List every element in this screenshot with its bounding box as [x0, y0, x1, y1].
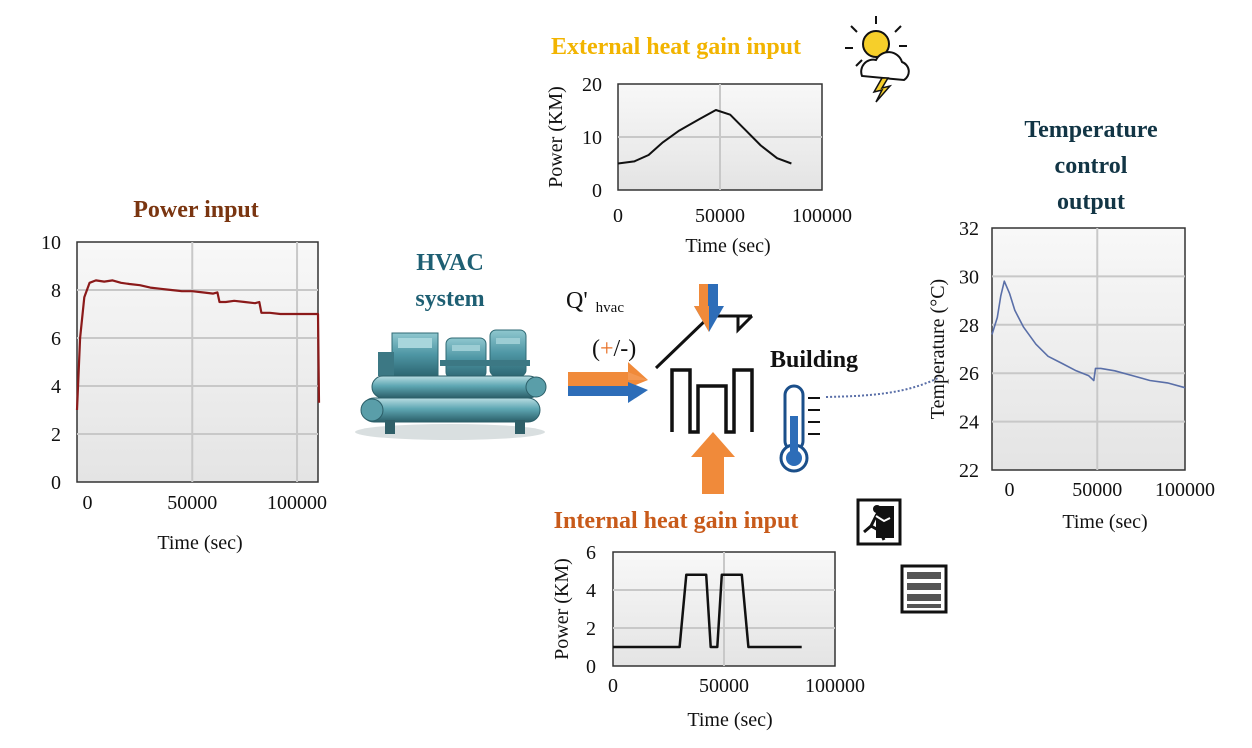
temp-title-line2: control	[1055, 153, 1128, 179]
power-y-tick-label: 10	[41, 232, 61, 254]
sun-cloud-lightning-icon	[845, 16, 910, 103]
internal-x-tick-label: 100000	[805, 675, 865, 697]
temp-y-axis-label: Temperature (°C)	[927, 279, 949, 419]
power-plot-area	[76, 241, 319, 483]
hvac-title-line1: HVAC	[416, 250, 484, 276]
server-rack-icon	[900, 564, 948, 614]
building-label: Building	[770, 347, 858, 373]
power-y-tick-label: 8	[51, 280, 61, 302]
temp-x-tick-label: 100000	[1155, 479, 1215, 501]
hvac-chiller-image	[355, 329, 547, 440]
external-series-line	[617, 109, 792, 165]
external-y-tick-label: 20	[582, 74, 602, 96]
external-x-tick-label: 50000	[695, 205, 745, 227]
temp-y-tick-label: 26	[959, 363, 979, 385]
power-x-tick-label: 0	[82, 492, 92, 514]
temp-y-tick-label: 24	[959, 412, 979, 434]
power-series-line	[75, 279, 321, 411]
internal-x-axis-label: Time (sec)	[687, 709, 772, 731]
power-y-tick-label: 2	[51, 424, 61, 446]
temp-y-tick-label: 30	[959, 266, 979, 288]
temp-x-tick-label: 0	[1005, 479, 1015, 501]
power-y-tick-label: 4	[51, 376, 61, 398]
internal-y-tick-label: 4	[586, 580, 596, 602]
external-x-tick-label: 0	[613, 205, 623, 227]
internal-series-line	[613, 573, 802, 649]
power-x-tick-label: 50000	[167, 492, 217, 514]
q-hvac-label: Q' hvac	[566, 288, 624, 316]
exit-running-man-icon	[856, 498, 902, 546]
external-y-tick-label: 0	[592, 180, 602, 202]
house-roof-icon	[654, 284, 754, 370]
temp-plot-area	[991, 227, 1186, 471]
power-input-title: Power input	[133, 197, 259, 223]
q-hvac-sign: (+/-)	[592, 336, 636, 362]
temp-x-tick-label: 50000	[1072, 479, 1122, 501]
internal-x-tick-label: 50000	[699, 675, 749, 697]
temp-title-line3: output	[1057, 189, 1125, 215]
hvac-title-line2: system	[415, 286, 484, 312]
external-x-axis-label: Time (sec)	[685, 235, 770, 257]
building-temp-connector	[825, 377, 939, 398]
temp-y-tick-label: 32	[959, 218, 979, 240]
temp-y-tick-label: 22	[959, 460, 979, 482]
power-y-tick-label: 0	[51, 472, 61, 494]
external-heat-gain-title: External heat gain input	[551, 34, 801, 60]
internal-y-tick-label: 0	[586, 656, 596, 678]
internal-x-tick-label: 0	[608, 675, 618, 697]
internal-y-axis-label: Power (KM)	[551, 558, 573, 660]
power-input-chart: 0 50000 100000 0 2 4 6 8 10 Time (sec)	[41, 232, 327, 554]
hvac-flow-arrow	[568, 362, 648, 403]
internal-heat-gain-title: Internal heat gain input	[554, 508, 799, 534]
thermometer-icon	[779, 384, 820, 473]
building-outline-icon	[670, 368, 754, 434]
temp-series-line	[991, 280, 1186, 389]
power-y-tick-label: 6	[51, 328, 61, 350]
internal-heat-gain-chart: 0 50000 100000 0 2 4 6 Time (sec) Power (KM)	[551, 542, 865, 731]
temp-title-line1: Temperature	[1024, 117, 1158, 143]
external-heat-gain-chart: 0 50000 100000 0 10 20 Time (sec) Power (KM)	[545, 74, 852, 257]
temp-y-tick-label: 28	[959, 315, 979, 337]
internal-y-tick-label: 6	[586, 542, 596, 564]
external-y-tick-label: 10	[582, 127, 602, 149]
external-x-tick-label: 100000	[792, 205, 852, 227]
temperature-output-chart: 0 50000 100000 22 24 26 28 30 32 Time (sec) Temper…	[927, 218, 1215, 533]
power-x-tick-label: 100000	[267, 492, 327, 514]
internal-heat-arrow	[691, 432, 735, 494]
internal-y-tick-label: 2	[586, 618, 596, 640]
external-y-axis-label: Power (KM)	[545, 86, 567, 188]
power-x-axis-label: Time (sec)	[157, 532, 242, 554]
temp-x-axis-label: Time (sec)	[1062, 511, 1147, 533]
